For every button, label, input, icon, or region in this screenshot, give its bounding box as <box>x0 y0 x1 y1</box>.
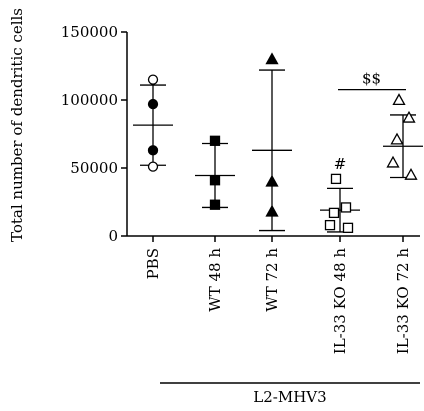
x-tick-label: IL-33 KO 48 h <box>331 248 349 355</box>
data-point-triangle <box>265 52 279 65</box>
y-tick-label: 50000 <box>70 159 118 177</box>
group-label: L2-MHV3 <box>253 388 326 406</box>
y-tick-label: 0 <box>108 227 118 245</box>
significance-label: # <box>334 155 347 173</box>
data-point-triangle <box>404 167 418 180</box>
data-point-triangle <box>390 132 404 145</box>
data-point-circle <box>147 98 159 110</box>
y-axis-label: Total number of dendritic cells <box>8 8 26 242</box>
data-point-square <box>328 207 340 219</box>
x-tick-label: WT 48 h <box>206 248 224 312</box>
data-point-triangle <box>386 155 400 168</box>
data-point-square <box>209 199 221 210</box>
data-point-circle <box>147 145 159 156</box>
annotations: # $$ <box>334 70 406 173</box>
x-tick-label: WT 72 h <box>263 248 281 312</box>
data-point-square <box>324 219 336 231</box>
data-point-circle <box>147 74 159 85</box>
data-point-triangle <box>265 174 279 187</box>
y-tick-label: 100000 <box>61 91 118 109</box>
data-point-circle <box>147 161 159 172</box>
x-tick-label: IL-33 KO 72 h <box>394 248 412 355</box>
data-point-triangle <box>265 204 279 217</box>
data-point-square <box>340 202 352 213</box>
data-point-square <box>209 135 221 146</box>
data-point-square <box>330 173 342 185</box>
data-marks <box>133 52 423 233</box>
group-bracket: L2-MHV3 <box>160 382 420 406</box>
data-point-triangle <box>402 110 416 123</box>
comparison-label: $$ <box>362 70 381 88</box>
x-tick-label: PBS <box>144 248 162 279</box>
data-point-square <box>209 175 221 186</box>
data-point-square <box>342 222 354 233</box>
y-tick-label: 150000 <box>61 23 118 41</box>
data-point-triangle <box>392 93 406 106</box>
axes: 0 50000 100000 150000 PBS WT 48 h WT 72 h IL-33… <box>61 23 420 354</box>
